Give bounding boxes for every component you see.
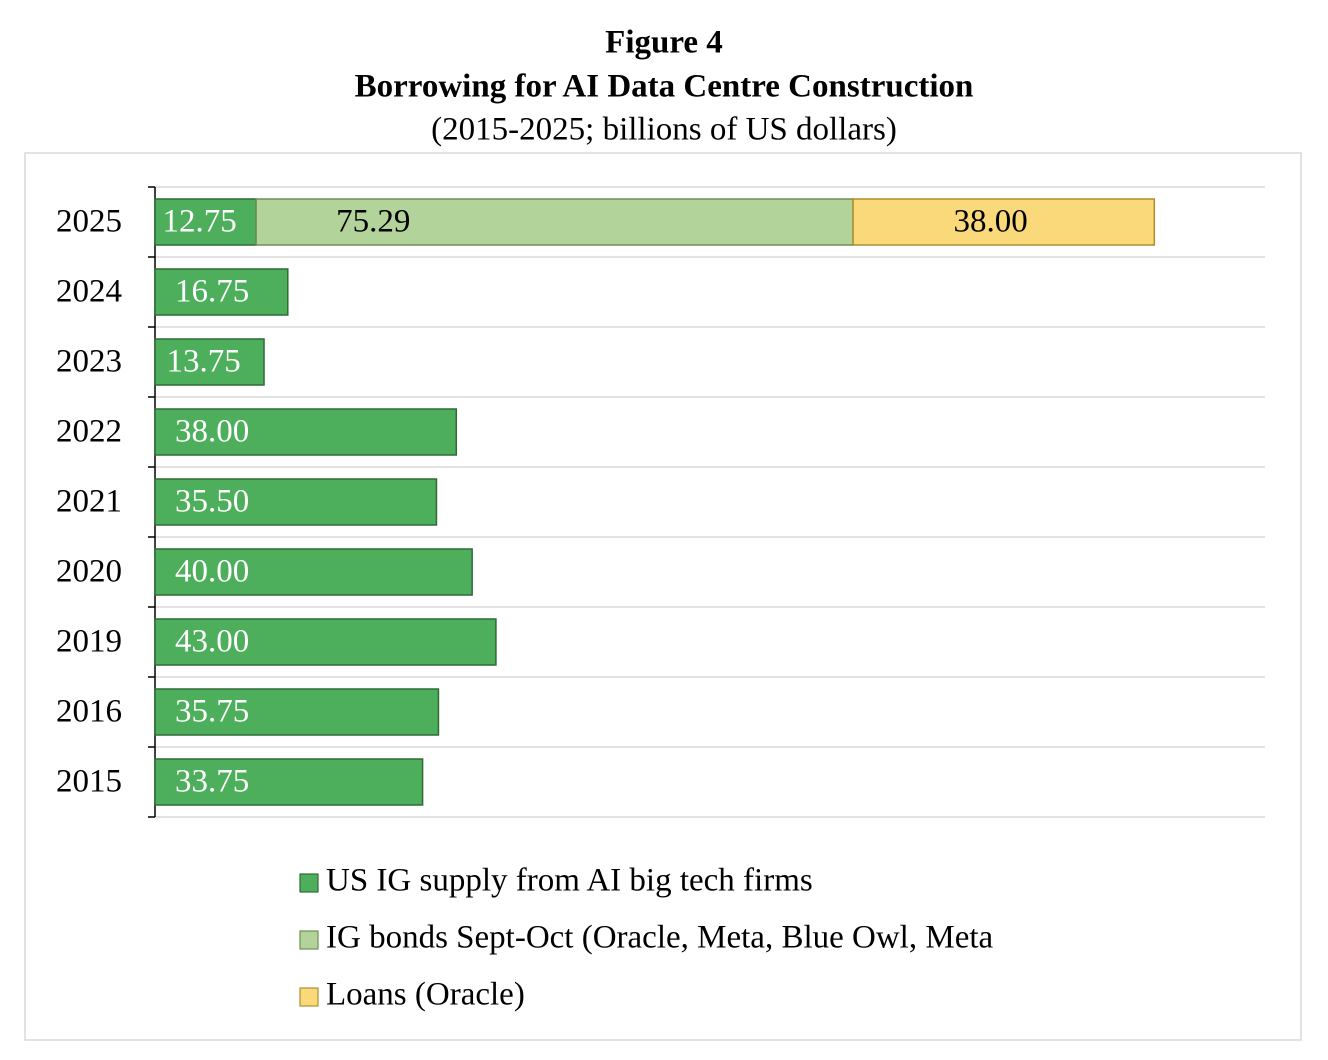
y-tick-label: 2015 — [56, 764, 122, 800]
y-tick-label: 2022 — [56, 414, 122, 450]
bar — [255, 198, 854, 246]
bar — [154, 548, 473, 596]
bar — [154, 198, 257, 246]
value-label: 13.75 — [167, 344, 241, 380]
value-label: 33.75 — [175, 764, 249, 800]
value-label: 75.29 — [336, 204, 410, 240]
value-label: 38.00 — [175, 414, 249, 450]
chart-note: (2015-2025; billions of US dollars) — [431, 112, 897, 148]
y-tick-label: 2025 — [56, 204, 122, 240]
value-label: 35.75 — [175, 694, 249, 730]
bar — [154, 688, 440, 736]
chart-title: Figure 4 — [605, 25, 723, 61]
y-tick-label: 2016 — [56, 694, 122, 730]
value-label: 12.75 — [163, 204, 237, 240]
value-label: 16.75 — [175, 274, 249, 310]
bar — [154, 338, 265, 386]
value-label: 38.00 — [954, 204, 1028, 240]
legend-label: Loans (Oracle) — [326, 977, 525, 1013]
bar — [852, 198, 1156, 246]
chart-subtitle: Borrowing for AI Data Centre Constructio… — [355, 69, 974, 105]
bar — [154, 478, 438, 526]
legend-swatch — [299, 930, 319, 950]
bar — [154, 618, 497, 666]
bar — [154, 408, 458, 456]
value-label: 35.50 — [175, 484, 249, 520]
y-tick-label: 2021 — [56, 484, 122, 520]
y-tick-label: 2020 — [56, 554, 122, 590]
legend-label: IG bonds Sept-Oct (Oracle, Meta, Blue Ow… — [326, 920, 994, 956]
legend-label: US IG supply from AI big tech firms — [326, 863, 813, 899]
value-label: 43.00 — [175, 624, 249, 660]
y-tick-label: 2019 — [56, 624, 122, 660]
chart-frame — [24, 152, 1302, 1041]
legend-swatch — [299, 987, 319, 1007]
bar — [154, 268, 289, 316]
value-label: 40.00 — [175, 554, 249, 590]
y-tick-label: 2024 — [56, 274, 122, 310]
y-tick-label: 2023 — [56, 344, 122, 380]
legend-swatch — [299, 873, 319, 893]
bar — [154, 758, 424, 806]
